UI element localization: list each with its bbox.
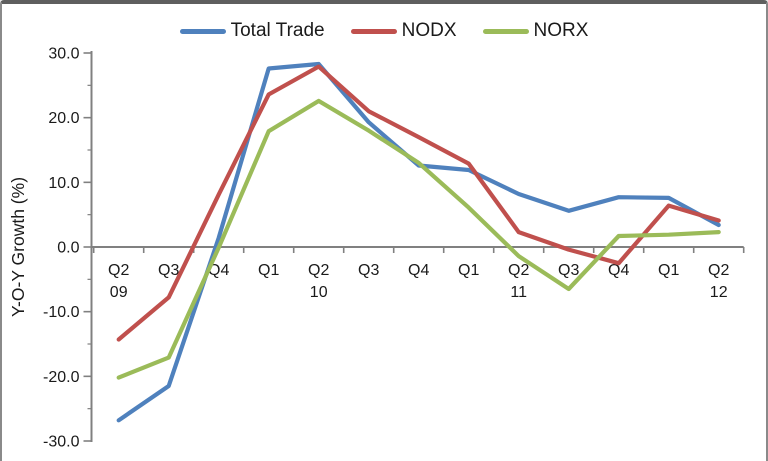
x-tick-label-year: 12	[710, 284, 728, 301]
x-tick-label-quarter: Q4	[408, 262, 429, 279]
y-tick-label: 0.0	[57, 240, 79, 257]
series-line-norx	[116, 98, 721, 380]
x-tick-label-quarter: Q3	[358, 262, 379, 279]
x-tick-label-year: 09	[110, 284, 128, 301]
x-tick-label-quarter: Q4	[608, 262, 629, 279]
series-line-nodx	[116, 64, 721, 342]
y-tick-label: -20.0	[43, 369, 80, 386]
y-tick-label: 20.0	[48, 110, 79, 127]
y-tick-label: -10.0	[43, 304, 80, 321]
y-tick-label: -30.0	[43, 434, 80, 451]
x-tick-label-quarter: Q2	[108, 262, 129, 279]
y-axis-title: Y-O-Y Growth (%)	[8, 177, 28, 317]
series-line-total-trade	[116, 61, 721, 423]
chart-plot-area: 30.0 20.0 10.0 0.0 -10.0 -20.0 -30.0 Q2 09 Q3 Q4 Q1…	[8, 45, 745, 451]
x-tick-label-quarter: Q1	[658, 262, 679, 279]
x-tick-label-quarter: Q4	[208, 262, 229, 279]
x-tick-label-quarter: Q3	[558, 262, 579, 279]
x-tick-label-quarter: Q1	[458, 262, 479, 279]
x-tick-label-quarter: Q1	[258, 262, 279, 279]
x-tick-label-quarter: Q3	[158, 262, 179, 279]
x-tick-label-year: 10	[310, 284, 328, 301]
x-tick-label-quarter: Q2	[308, 262, 329, 279]
x-tick-label-quarter: Q2	[708, 262, 729, 279]
x-tick-label-quarter: Q2	[508, 262, 529, 279]
y-tick-label: 10.0	[48, 175, 79, 192]
x-tick-label-year: 11	[510, 284, 527, 301]
y-tick-label: 30.0	[48, 45, 79, 62]
